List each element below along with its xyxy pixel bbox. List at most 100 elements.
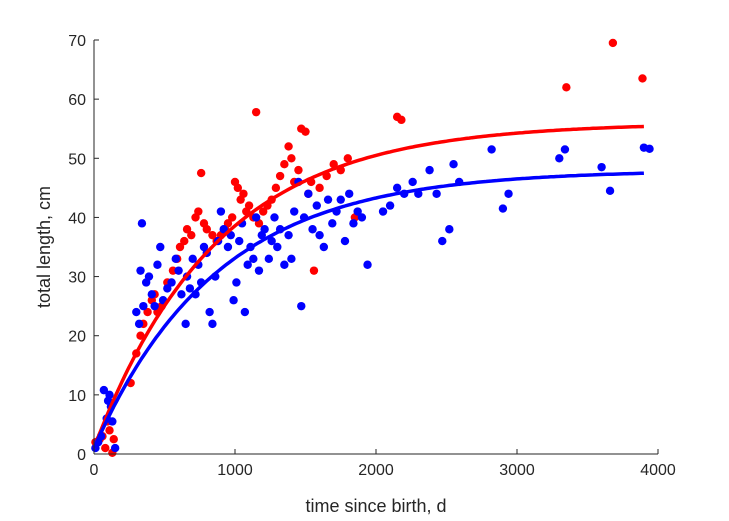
- data-point: [445, 225, 454, 234]
- data-point: [555, 154, 564, 163]
- data-point: [267, 236, 276, 246]
- data-point: [290, 207, 299, 216]
- data-point: [315, 183, 324, 193]
- fit-curve-blue: [92, 171, 644, 449]
- data-point: [147, 290, 157, 299]
- data-point: [216, 207, 226, 216]
- y-tick-label: 20: [68, 329, 86, 346]
- data-point: [208, 319, 217, 329]
- data-point: [251, 107, 261, 117]
- y-tick-label: 50: [68, 151, 86, 168]
- data-point: [315, 230, 324, 240]
- data-point: [345, 189, 354, 198]
- data-point: [208, 230, 217, 240]
- data-point: [223, 219, 233, 228]
- data-point: [175, 242, 185, 252]
- data-point: [187, 230, 196, 240]
- data-point: [196, 168, 206, 178]
- x-axis-label: time since birth, d: [305, 496, 446, 516]
- data-point: [605, 186, 615, 196]
- data-point: [144, 272, 154, 281]
- data-point: [397, 115, 406, 125]
- y-ticks: 0 10 20 30 40 50 60 70: [68, 33, 99, 464]
- data-point: [239, 189, 248, 198]
- y-tick-label: 0: [77, 447, 86, 464]
- x-tick-label: 1000: [217, 462, 253, 479]
- y-tick-label: 70: [68, 33, 86, 50]
- data-point: [101, 443, 110, 453]
- data-point: [301, 127, 310, 136]
- data-point: [229, 296, 238, 305]
- data-point: [177, 290, 186, 299]
- data-point: [304, 189, 313, 198]
- data-point: [243, 260, 252, 269]
- data-point: [153, 260, 162, 269]
- data-point: [132, 307, 141, 317]
- data-point: [240, 307, 250, 317]
- y-tick-label: 60: [68, 92, 86, 109]
- data-point: [233, 183, 243, 193]
- data-point: [260, 225, 269, 234]
- data-point: [645, 144, 654, 154]
- data-point: [105, 426, 114, 435]
- data-point: [294, 165, 303, 175]
- data-point: [349, 219, 358, 228]
- data-point: [174, 266, 183, 275]
- data-point: [284, 230, 293, 240]
- data-point: [280, 160, 289, 169]
- data-point: [297, 301, 306, 311]
- data-point: [597, 162, 606, 172]
- data-point: [223, 242, 233, 252]
- data-point: [385, 201, 395, 210]
- data-point: [167, 278, 176, 287]
- fit-curve-red: [92, 124, 644, 449]
- data-point: [185, 284, 195, 293]
- data-point: [259, 207, 268, 216]
- data-point: [309, 266, 319, 275]
- y-tick-label: 30: [68, 270, 86, 287]
- data-point: [343, 154, 352, 163]
- data-point: [136, 331, 145, 340]
- data-point: [194, 207, 203, 216]
- data-point: [357, 213, 367, 222]
- data-point: [328, 219, 337, 228]
- data-point: [270, 213, 279, 222]
- y-tick-label: 10: [68, 388, 86, 405]
- y-tick-label: 40: [68, 210, 86, 227]
- data-point: [408, 177, 417, 187]
- data-point: [284, 142, 293, 151]
- data-point: [235, 236, 244, 246]
- data-point: [562, 83, 571, 92]
- scatter-series-red: [91, 38, 647, 458]
- data-point: [205, 307, 214, 317]
- data-point: [308, 225, 317, 234]
- data-point: [251, 213, 261, 222]
- data-point: [487, 145, 496, 154]
- data-point: [180, 236, 189, 246]
- data-point: [425, 165, 434, 175]
- data-point: [163, 284, 172, 293]
- data-point: [392, 183, 402, 193]
- data-point: [323, 195, 333, 204]
- data-point: [638, 74, 647, 83]
- data-point: [340, 236, 350, 246]
- data-point: [287, 154, 296, 163]
- data-point: [254, 266, 264, 275]
- data-point: [156, 242, 165, 252]
- data-point: [438, 236, 447, 246]
- data-point: [181, 319, 190, 329]
- data-point: [560, 145, 570, 154]
- x-tick-label: 3000: [499, 462, 535, 479]
- data-point: [137, 219, 147, 228]
- data-point: [498, 204, 508, 213]
- x-ticks: 0 1000 2000 3000 4000: [90, 449, 676, 479]
- data-point: [449, 160, 458, 169]
- data-point: [287, 254, 296, 264]
- scatter-series-blue: [91, 143, 654, 453]
- data-point: [136, 266, 145, 275]
- data-point: [182, 225, 192, 234]
- x-tick-label: 0: [90, 462, 99, 479]
- data-point: [219, 225, 228, 234]
